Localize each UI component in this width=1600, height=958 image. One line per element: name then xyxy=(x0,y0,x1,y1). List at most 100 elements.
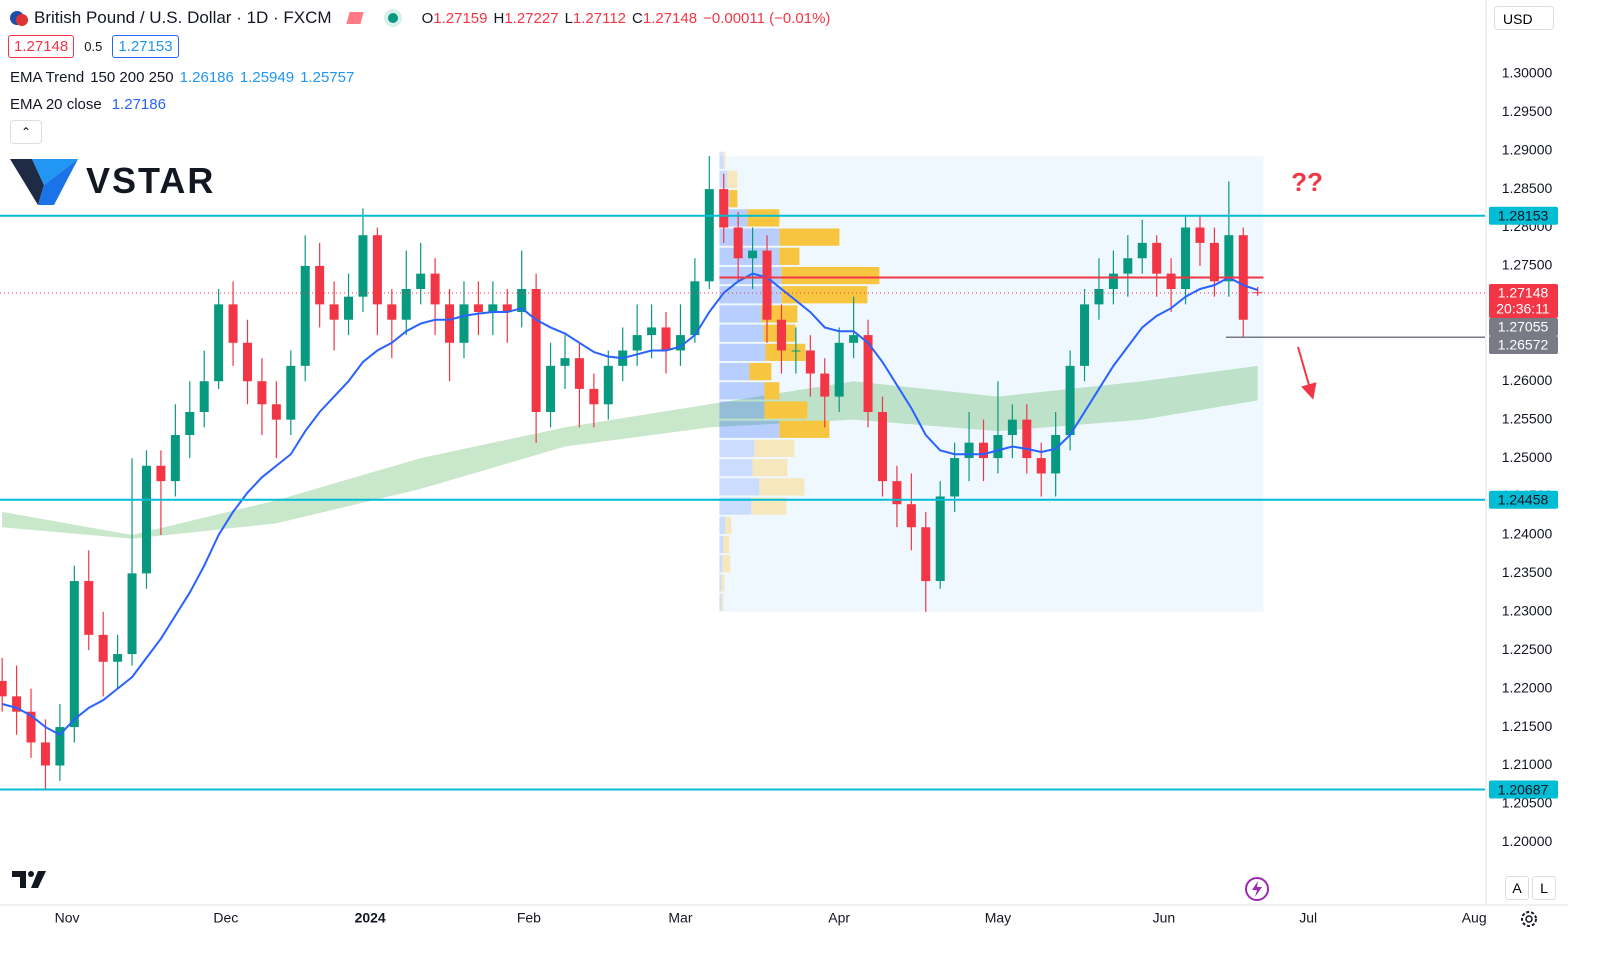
volume-up xyxy=(719,151,724,169)
auto-scale-button[interactable]: A xyxy=(1505,876,1529,900)
candle-body xyxy=(517,288,527,313)
candle-body xyxy=(185,411,195,436)
volume-up xyxy=(719,497,752,515)
tv-logo xyxy=(12,871,46,888)
volume-down xyxy=(723,535,730,554)
candle-body xyxy=(1051,435,1061,474)
candle-body xyxy=(776,319,786,351)
volume-up xyxy=(719,593,722,611)
x-tick-label: 2024 xyxy=(355,910,386,926)
volume-down xyxy=(779,247,800,265)
candle-body xyxy=(574,358,584,389)
volume-up xyxy=(719,401,765,419)
indicator-name[interactable]: EMA Trend xyxy=(10,69,85,86)
y-tick-label: 1.24000 xyxy=(1502,526,1553,542)
value: 1.27112 xyxy=(572,9,627,27)
candle-body xyxy=(300,265,310,366)
candle-body xyxy=(113,654,123,662)
candle-body xyxy=(748,250,758,259)
event-icon[interactable] xyxy=(1243,875,1271,903)
candle-body xyxy=(1166,273,1176,289)
candle-body xyxy=(69,581,79,728)
volume-up xyxy=(719,555,723,573)
logo-mark xyxy=(10,159,78,205)
candle-body xyxy=(935,496,945,582)
ohlc-l: L1.27112 xyxy=(565,10,626,27)
candle-body xyxy=(1022,419,1032,459)
volume-up xyxy=(719,420,780,438)
quote-row: 1.27148 0.5 1.27153 xyxy=(8,35,179,58)
candle-body xyxy=(964,442,974,459)
candle-body xyxy=(1065,365,1075,436)
candle-body xyxy=(55,727,65,766)
ema-marker-label: 1.27055 xyxy=(1498,319,1549,335)
volume-up xyxy=(719,343,766,362)
volume-up xyxy=(719,459,753,477)
indicator-value: 1.27186 xyxy=(111,96,166,113)
candle-body xyxy=(531,288,541,412)
candle-body xyxy=(473,304,483,313)
candle-body xyxy=(993,435,1003,459)
candle-body xyxy=(546,365,556,412)
candle-body xyxy=(589,388,599,405)
symbol-row: British Pound / U.S. Dollar · 1D · FXCM … xyxy=(10,8,830,28)
candle-body xyxy=(560,358,570,366)
y-tick-label: 1.25000 xyxy=(1502,449,1553,465)
plot xyxy=(0,151,1485,791)
volume-down xyxy=(781,286,868,304)
symbol-name[interactable]: British Pound / U.S. Dollar · 1D · FXCM xyxy=(34,8,332,27)
collapse-button[interactable]: ⌃ xyxy=(10,120,42,144)
support-label: 1.26572 xyxy=(1498,337,1549,353)
ask[interactable]: 1.27153 xyxy=(112,35,179,58)
logo: VSTAR xyxy=(10,155,215,207)
currency-button[interactable]: USD xyxy=(1494,6,1554,30)
candle-body xyxy=(228,304,238,343)
candle-body xyxy=(488,304,498,313)
volume-up xyxy=(719,228,780,246)
candle-body xyxy=(387,304,397,320)
log-scale-button[interactable]: L xyxy=(1532,876,1556,900)
candle-body xyxy=(243,342,252,382)
candle-body xyxy=(170,435,180,482)
volume-down xyxy=(747,209,780,227)
candle-body xyxy=(1080,304,1090,366)
candle-body xyxy=(1195,227,1205,243)
level-label: 1.20687 xyxy=(1498,781,1549,797)
countdown: 20:36:11 xyxy=(1496,301,1550,317)
volume-up xyxy=(719,439,755,458)
level-label: 1.28153 xyxy=(1498,207,1549,223)
label: H xyxy=(493,9,505,27)
x-tick-label: Mar xyxy=(668,910,692,926)
candle-body xyxy=(979,442,989,459)
candle-body xyxy=(1209,242,1219,282)
volume-down xyxy=(725,516,732,534)
indicator-name[interactable]: EMA 20 close xyxy=(10,96,102,113)
annotation-arrow xyxy=(1297,346,1317,400)
y-tick-label: 1.22000 xyxy=(1502,679,1553,695)
candle-body xyxy=(921,527,931,582)
y-tick-label: 1.28500 xyxy=(1502,180,1553,196)
volume-down xyxy=(721,574,725,592)
indicator-ema-trend: EMA Trend 150 200 250 1.26186 1.25949 1.… xyxy=(10,69,354,86)
ema-marker-label-bg xyxy=(1489,317,1558,336)
y-tick-label: 1.29500 xyxy=(1502,103,1553,119)
volume-down xyxy=(759,478,805,496)
x-tick-label: Feb xyxy=(517,910,541,926)
volume-up xyxy=(719,574,722,592)
flag-icon[interactable] xyxy=(345,12,364,24)
candle-body xyxy=(719,189,729,228)
settings-icon[interactable] xyxy=(1518,908,1540,930)
candle-body xyxy=(502,304,512,313)
y-tick-label: 1.21500 xyxy=(1502,718,1553,734)
volume-down xyxy=(749,363,772,381)
bid[interactable]: 1.27148 xyxy=(8,35,75,58)
volume-up xyxy=(719,535,724,554)
candle-body xyxy=(647,327,657,336)
annotation: ?? xyxy=(1291,167,1323,197)
level-label-bg xyxy=(1489,490,1558,509)
candle-body xyxy=(257,381,267,405)
candle-body xyxy=(834,342,844,397)
indicator-ema20: EMA 20 close 1.27186 xyxy=(10,96,166,113)
